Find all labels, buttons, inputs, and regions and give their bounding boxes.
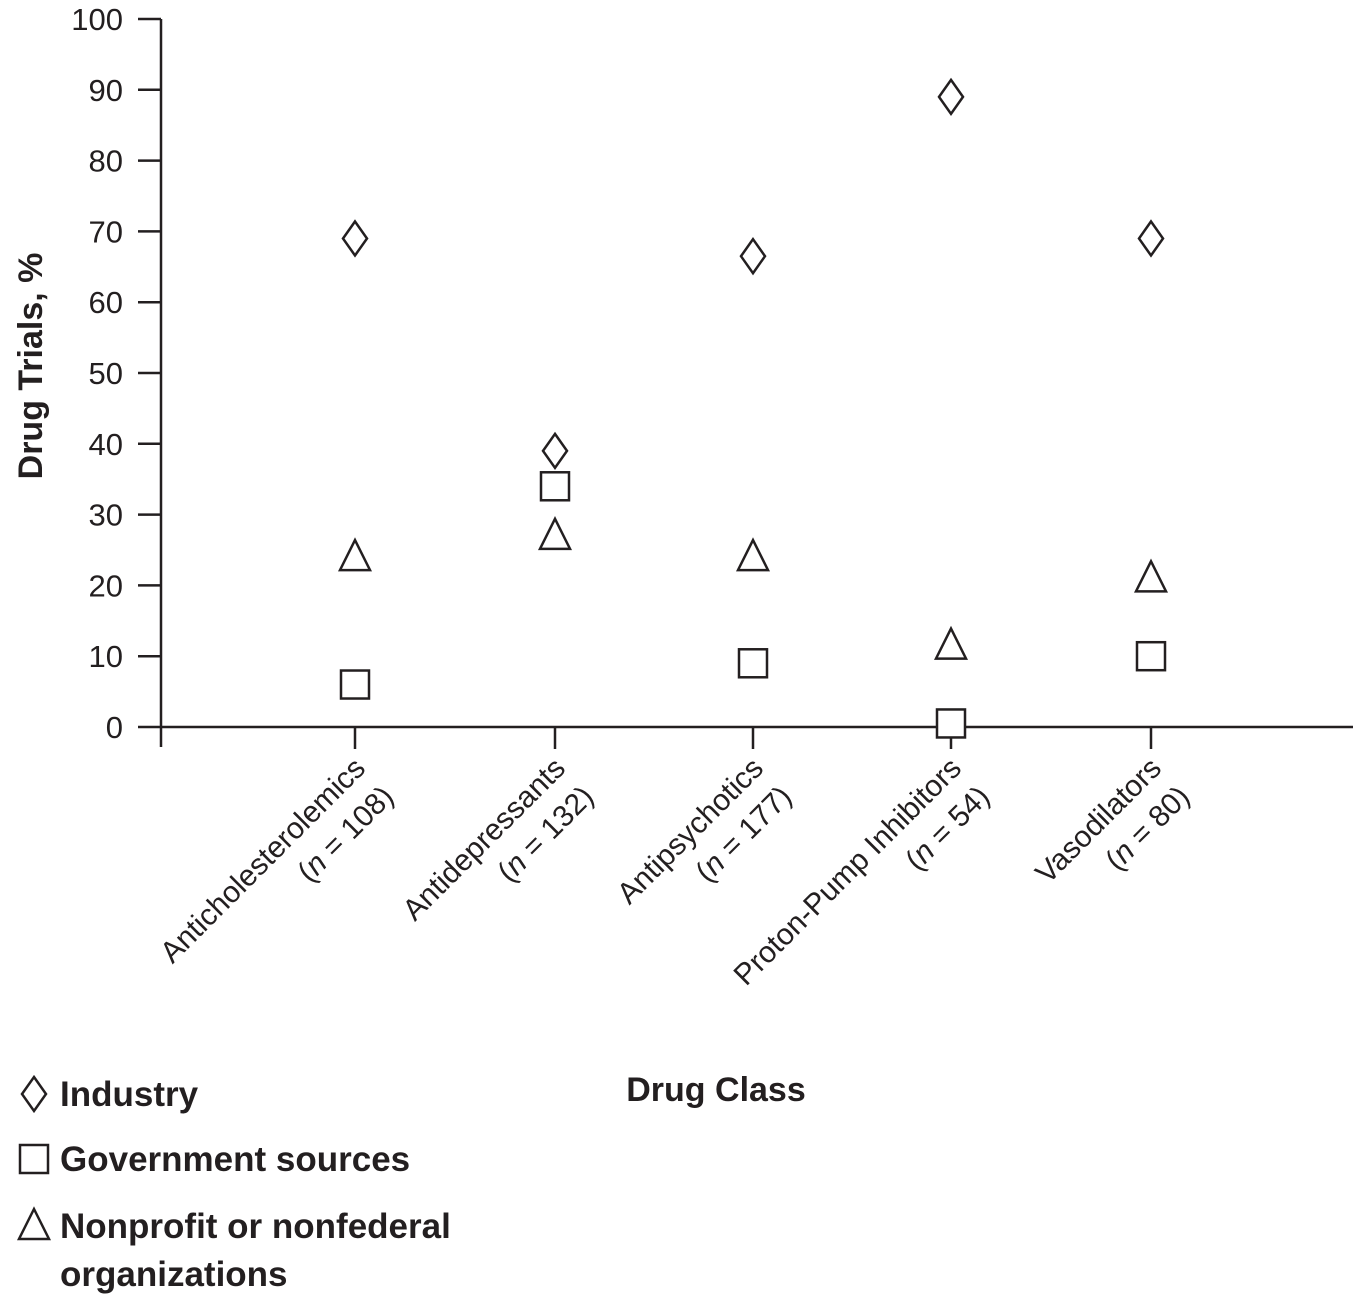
legend-item: Government sources	[18, 1140, 410, 1179]
diamond-legend-icon	[20, 1074, 48, 1114]
axes	[159, 19, 1353, 747]
y-tick-label: 20	[89, 568, 123, 603]
category-label: Antipsychotics(n = 177)	[611, 752, 798, 911]
category-label: Vasodilators(n = 80)	[1029, 752, 1196, 891]
triangle-point	[337, 537, 373, 572]
x-axis-categories: Anticholesterolemics(n = 108)Antidepress…	[154, 727, 1196, 992]
legend-item: Industry	[20, 1074, 199, 1114]
legend: Industry Government sources Nonprofit or n…	[16, 1074, 451, 1294]
triangle-point	[933, 625, 969, 660]
data-points	[337, 77, 1169, 739]
diamond-point	[341, 219, 369, 258]
category-name: Proton-Pump Inhibitors	[728, 752, 968, 992]
square-point	[935, 708, 967, 739]
y-tick-label: 100	[71, 2, 123, 37]
triangle-point	[735, 537, 771, 572]
square-point	[539, 471, 571, 502]
legend-item: Nonprofit or nonfederal organizations	[16, 1206, 451, 1294]
y-tick-label: 30	[89, 498, 123, 533]
y-tick-label: 90	[89, 73, 123, 108]
square-legend-icon	[18, 1143, 50, 1175]
category-label: Anticholesterolemics(n = 108)	[154, 752, 400, 970]
y-tick-label: 0	[106, 710, 123, 745]
legend-label: Government sources	[60, 1140, 410, 1179]
y-tick-label: 40	[89, 427, 123, 462]
diamond-point	[541, 431, 569, 471]
y-tick-label: 60	[89, 285, 123, 320]
category-label: Antidepressants(n = 132)	[396, 752, 600, 927]
y-axis-title: Drug Trials, %	[12, 253, 50, 480]
legend-label: Nonprofit or nonfederal	[60, 1207, 451, 1246]
y-tick-label: 70	[89, 214, 123, 249]
triangle-point	[1133, 558, 1169, 593]
diamond-point	[937, 77, 965, 117]
triangle-point	[537, 516, 573, 551]
square-point	[737, 648, 769, 679]
y-tick-label: 50	[89, 356, 123, 391]
y-tick-label: 10	[89, 639, 123, 674]
legend-label: Industry	[60, 1075, 199, 1114]
diamond-point	[1137, 219, 1165, 258]
square-point	[339, 669, 371, 700]
square-point	[1135, 640, 1167, 672]
legend-label: organizations	[60, 1255, 288, 1294]
triangle-legend-icon	[16, 1206, 52, 1241]
y-tick-label: 80	[89, 144, 123, 179]
x-axis-title: Drug Class	[626, 1071, 806, 1109]
diamond-point	[739, 237, 767, 276]
y-axis-ticks: 0 10 20 30 40 50 60 70 80 90 100	[71, 2, 161, 745]
